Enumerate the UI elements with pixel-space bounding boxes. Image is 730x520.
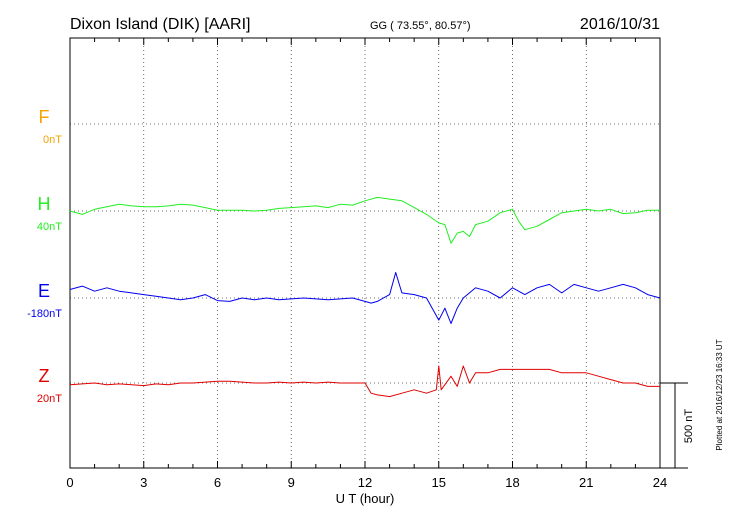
- station-coordinates: GG ( 73.55°, 80.57°): [370, 20, 471, 32]
- plotted-timestamp: Plotted at 2016/12/23 16:33 UT: [715, 339, 724, 450]
- series-line-h: [69, 196, 660, 244]
- grid-lines: [70, 38, 660, 468]
- series-name-h: H: [38, 194, 51, 214]
- component-traces: [69, 196, 661, 398]
- series-line-e: [69, 272, 661, 324]
- series-line-z: [69, 365, 660, 398]
- series-baseline-z: 20nT: [37, 393, 62, 405]
- x-tick-label: 12: [358, 475, 372, 490]
- series-name-e: E: [38, 281, 50, 301]
- series-baseline-e: -180nT: [27, 308, 62, 320]
- x-tick-label: 0: [66, 475, 73, 490]
- x-axis-ticks: 0 3 6 9 12 15 18 21 24: [66, 38, 667, 490]
- series-name-z: Z: [39, 366, 50, 386]
- x-tick-label: 9: [288, 475, 295, 490]
- series-baseline-h: 40nT: [37, 221, 62, 233]
- x-tick-label: 21: [579, 475, 593, 490]
- x-tick-label: 18: [505, 475, 519, 490]
- scale-bar: 500 nT: [660, 382, 695, 469]
- station-title: Dixon Island (DIK) [AARI]: [70, 16, 251, 33]
- x-axis-label: U T (hour): [336, 491, 395, 506]
- scale-bar-label: 500 nT: [683, 409, 695, 444]
- x-tick-label: 3: [140, 475, 147, 490]
- x-tick-label: 6: [214, 475, 221, 490]
- x-tick-label: 15: [432, 475, 446, 490]
- plot-date: 2016/10/31: [580, 16, 660, 33]
- series-baseline-f: 0nT: [43, 134, 62, 146]
- x-tick-label: 24: [653, 475, 667, 490]
- component-labels: F 0nT H 40nT E -180nT Z 20nT: [27, 107, 62, 405]
- series-name-f: F: [39, 107, 50, 127]
